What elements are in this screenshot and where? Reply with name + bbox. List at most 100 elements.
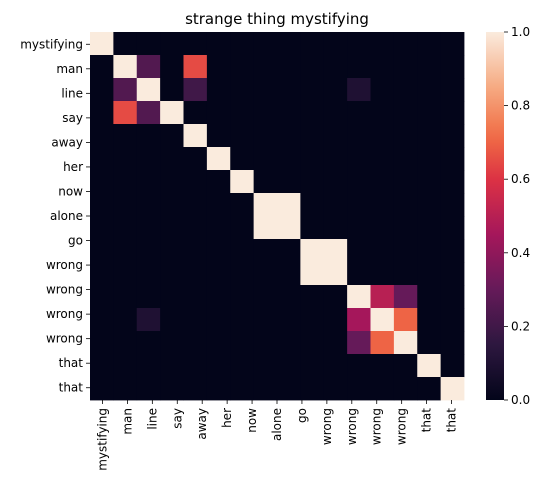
heatmap-cell: [183, 124, 208, 148]
heatmap-cell: [300, 124, 325, 148]
heatmap-cell: [206, 78, 231, 102]
heatmap-cell: [230, 124, 255, 148]
heatmap-cell: [370, 124, 395, 148]
heatmap-cell: [393, 308, 418, 332]
x-tick-label: wrong: [370, 408, 384, 445]
heatmap-cell: [370, 193, 395, 217]
heatmap-cell: [230, 285, 255, 309]
heatmap-cell: [300, 193, 325, 217]
heatmap-cell: [370, 377, 395, 401]
heatmap-cell: [417, 78, 442, 102]
y-tick-label: wrong: [46, 283, 83, 297]
heatmap-cell: [323, 308, 348, 332]
heatmap-cell: [277, 55, 301, 79]
colorbar-tick-label: 0.0: [511, 393, 530, 407]
heatmap-cell: [417, 55, 442, 79]
heatmap-cell: [417, 193, 442, 217]
heatmap-cell: [417, 32, 442, 56]
heatmap-cell: [183, 285, 208, 309]
heatmap-cell: [253, 308, 278, 332]
heatmap-cell: [417, 170, 442, 194]
heatmap-cell: [136, 354, 161, 378]
heatmap-cell: [347, 377, 371, 401]
x-tick-label: wrong: [395, 408, 409, 445]
x-tick-label: wrong: [320, 408, 334, 445]
heatmap-cell: [230, 354, 255, 378]
heatmap-cell: [440, 308, 465, 332]
heatmap-cell: [393, 78, 418, 102]
heatmap-cell: [300, 262, 325, 286]
chart-title: strange thing mystifying: [185, 10, 369, 28]
y-tick-label: that: [59, 381, 84, 395]
heatmap-cell: [230, 377, 255, 401]
heatmap-cell: [393, 354, 418, 378]
heatmap-cell: [300, 354, 325, 378]
heatmap-cell: [90, 308, 114, 332]
x-tick-label: away: [195, 408, 209, 440]
heatmap-cell: [393, 170, 418, 194]
heatmap-cell: [206, 170, 231, 194]
x-tick-label: go: [295, 408, 309, 423]
x-tick-label: alone: [270, 408, 284, 441]
heatmap-cell: [230, 32, 255, 56]
heatmap-cell: [90, 285, 114, 309]
heatmap-cell: [347, 193, 371, 217]
heatmap-cell: [160, 124, 184, 148]
heatmap-cell: [300, 377, 325, 401]
heatmap-cell: [136, 55, 161, 79]
heatmap-cell: [136, 285, 161, 309]
heatmap-cell: [206, 147, 231, 171]
heatmap-cell: [160, 331, 184, 355]
heatmap-cell: [323, 377, 348, 401]
heatmap-cell: [160, 101, 184, 125]
heatmap-cell: [393, 32, 418, 56]
heatmap-cells: [90, 32, 465, 401]
heatmap-cell: [160, 262, 184, 286]
heatmap-cell: [370, 308, 395, 332]
heatmap-cell: [136, 239, 161, 263]
heatmap-cell: [300, 147, 325, 171]
heatmap-cell: [323, 170, 348, 194]
heatmap-cell: [113, 331, 138, 355]
heatmap-cell: [300, 55, 325, 79]
heatmap-cell: [230, 147, 255, 171]
heatmap-cell: [393, 377, 418, 401]
heatmap-cell: [206, 262, 231, 286]
heatmap-cell: [113, 101, 138, 125]
heatmap-cell: [323, 239, 348, 263]
heatmap-cell: [300, 32, 325, 56]
heatmap-cell: [323, 101, 348, 125]
heatmap-cell: [90, 331, 114, 355]
heatmap-cell: [113, 377, 138, 401]
heatmap-cell: [347, 354, 371, 378]
heatmap-cell: [323, 285, 348, 309]
heatmap-cell: [323, 55, 348, 79]
heatmap-cell: [206, 216, 231, 240]
heatmap-cell: [230, 170, 255, 194]
heatmap-cell: [300, 216, 325, 240]
heatmap-cell: [183, 32, 208, 56]
heatmap-cell: [277, 331, 301, 355]
heatmap-cell: [136, 308, 161, 332]
heatmap-cell: [417, 262, 442, 286]
heatmap-cell: [160, 193, 184, 217]
heatmap-cell: [370, 170, 395, 194]
heatmap-cell: [230, 55, 255, 79]
heatmap-cell: [230, 331, 255, 355]
x-tick-label: man: [120, 408, 134, 435]
heatmap-cell: [113, 308, 138, 332]
heatmap-cell: [277, 216, 301, 240]
heatmap-cell: [347, 262, 371, 286]
heatmap-cell: [440, 170, 465, 194]
heatmap-cell: [323, 354, 348, 378]
heatmap-cell: [347, 331, 371, 355]
heatmap-cell: [440, 55, 465, 79]
heatmap-cell: [253, 377, 278, 401]
heatmap-cell: [183, 331, 208, 355]
heatmap-cell: [113, 147, 138, 171]
heatmap-cell: [136, 78, 161, 102]
heatmap-cell: [183, 377, 208, 401]
heatmap-cell: [230, 193, 255, 217]
heatmap-cell: [90, 32, 114, 56]
heatmap-cell: [90, 55, 114, 79]
